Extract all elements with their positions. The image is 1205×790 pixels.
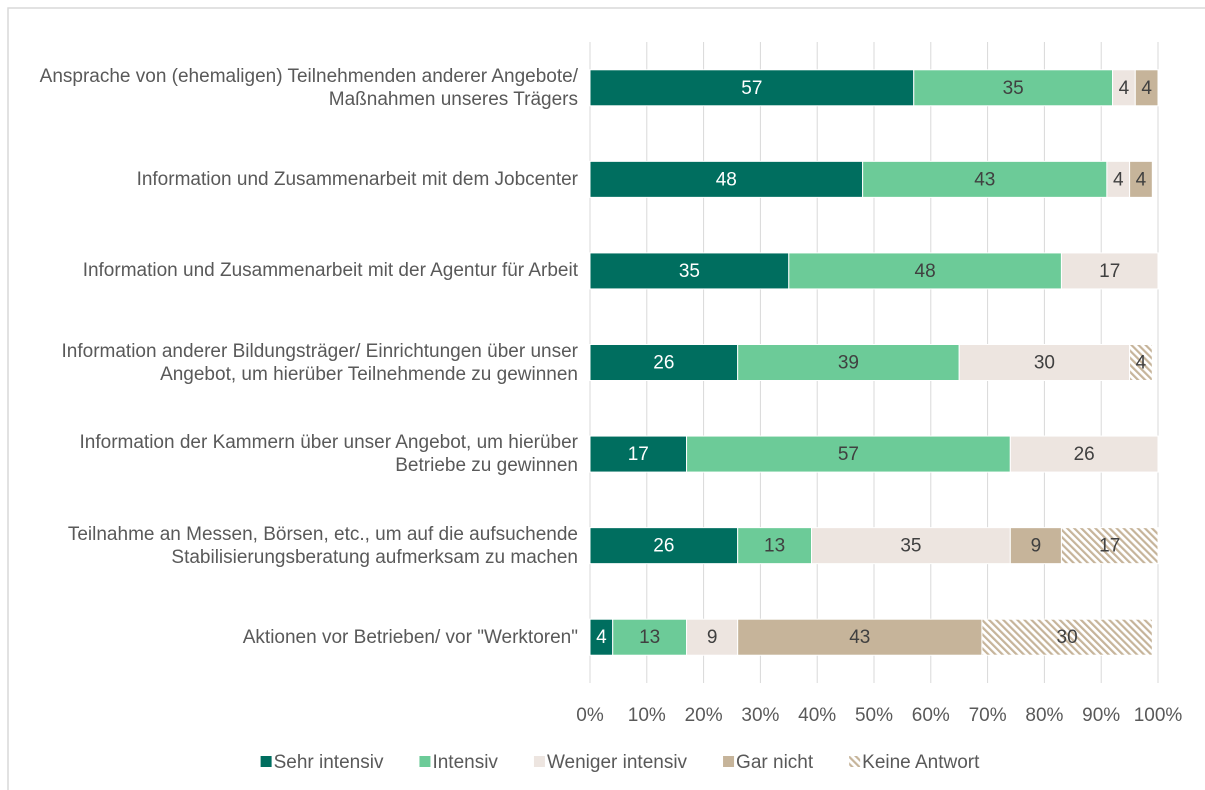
- chart-frame: [7, 7, 1205, 790]
- bar-segment: [958, 344, 1131, 381]
- value-label: 39: [838, 353, 859, 374]
- bar-segment: [1009, 527, 1062, 565]
- legend-label: Sehr intensiv: [274, 752, 384, 773]
- category-label-box: Information der Kammern über unser Angeb…: [79, 432, 579, 477]
- value-label: 57: [741, 78, 762, 99]
- category-label-box: Teilnahme an Messen, Börsen, etc., um au…: [67, 523, 578, 568]
- bar-segment: [589, 69, 915, 107]
- bar-segment: [589, 527, 739, 565]
- x-tick-label: 70%: [969, 705, 1007, 726]
- value-label: 17: [1099, 536, 1120, 557]
- category-label: Ansprache von (ehemaligen) Teilnehmenden…: [39, 65, 578, 110]
- value-label: 4: [596, 627, 607, 648]
- bar-segment: [1060, 527, 1159, 565]
- bar-segment: [589, 344, 739, 381]
- legend-label: Gar nicht: [736, 752, 814, 773]
- value-label: 4: [1113, 169, 1124, 190]
- x-tick-label: 20%: [685, 705, 723, 726]
- legend-swatch: [723, 756, 735, 767]
- x-tick-label: 90%: [1082, 705, 1120, 726]
- category-label-box: Ansprache von (ehemaligen) Teilnehmenden…: [39, 65, 578, 110]
- value-label: 17: [628, 444, 649, 465]
- legend-label: Weniger intensiv: [547, 752, 688, 773]
- value-label: 43: [849, 627, 870, 648]
- value-label: 35: [1003, 78, 1024, 99]
- x-tick-label: 80%: [1025, 705, 1063, 726]
- category-label: Teilnahme an Messen, Börsen, etc., um au…: [67, 523, 578, 568]
- category-label: Information anderer Bildungsträger/ Einr…: [61, 340, 578, 385]
- bar-segment: [1009, 435, 1159, 473]
- bar-segment: [686, 435, 1011, 473]
- legend-label: Keine Antwort: [862, 752, 980, 773]
- category-label-box: Information und Zusammenarbeit mit der A…: [82, 260, 578, 282]
- bar-segment: [737, 527, 813, 565]
- bar-segment: [589, 435, 688, 473]
- bar-segment: [737, 344, 960, 381]
- value-label: 4: [1119, 78, 1130, 99]
- bar-segment: [862, 160, 1108, 198]
- bar-segment: [589, 160, 864, 198]
- bar-segment: [1134, 69, 1159, 107]
- x-tick-label: 40%: [798, 705, 836, 726]
- value-label: 9: [707, 627, 718, 648]
- value-label: 4: [1136, 353, 1147, 374]
- bar-segment: [1129, 344, 1153, 381]
- value-label: 13: [639, 627, 660, 648]
- bar-segment: [1060, 252, 1159, 290]
- bar-segment: [913, 69, 1114, 107]
- category-label-box: Information anderer Bildungsträger/ Einr…: [61, 340, 578, 385]
- x-tick-label: 30%: [741, 705, 779, 726]
- category-label: Aktionen vor Betrieben/ vor "Werktoren": [242, 626, 578, 648]
- bar-segment: [612, 618, 688, 656]
- value-label: 26: [1074, 444, 1095, 465]
- value-label: 30: [1034, 353, 1055, 374]
- value-label: 13: [764, 536, 785, 557]
- category-label-box: Aktionen vor Betrieben/ vor "Werktoren": [242, 626, 578, 648]
- value-label: 17: [1099, 261, 1120, 282]
- bar-segment: [981, 618, 1153, 656]
- bar-segment: [686, 618, 739, 656]
- x-tick-label: 10%: [628, 705, 666, 726]
- category-label: Information der Kammern über unser Angeb…: [79, 432, 579, 477]
- legend-label: Intensiv: [432, 752, 498, 773]
- value-label: 57: [838, 444, 859, 465]
- legend-swatch: [533, 756, 545, 767]
- value-label: 30: [1057, 627, 1078, 648]
- category-label: Information und Zusammenarbeit mit dem J…: [136, 168, 578, 190]
- x-tick-label: 100%: [1134, 705, 1183, 726]
- category-label-box: Information und Zusammenarbeit mit dem J…: [136, 168, 578, 190]
- x-tick-label: 60%: [912, 705, 950, 726]
- bar-segment: [788, 252, 1062, 290]
- value-label: 9: [1031, 536, 1042, 557]
- value-label: 48: [915, 261, 936, 282]
- legend-swatch: [260, 756, 272, 767]
- value-label: 4: [1136, 169, 1147, 190]
- legend-swatch: [419, 756, 431, 767]
- value-label: 26: [653, 536, 674, 557]
- value-label: 35: [679, 261, 700, 282]
- value-label: 43: [974, 169, 995, 190]
- value-label: 48: [716, 169, 737, 190]
- x-tick-label: 0%: [576, 705, 604, 726]
- bar-segment: [1129, 160, 1153, 198]
- value-label: 26: [653, 353, 674, 374]
- category-label: Information und Zusammenarbeit mit der A…: [82, 260, 578, 282]
- value-label: 4: [1141, 78, 1152, 99]
- legend: Sehr intensiv Intensiv Weniger intensiv Gar…: [260, 752, 980, 773]
- legend-swatch: [849, 756, 861, 767]
- value-label: 35: [900, 536, 921, 557]
- bar-segment: [737, 618, 983, 656]
- x-tick-label: 50%: [855, 705, 893, 726]
